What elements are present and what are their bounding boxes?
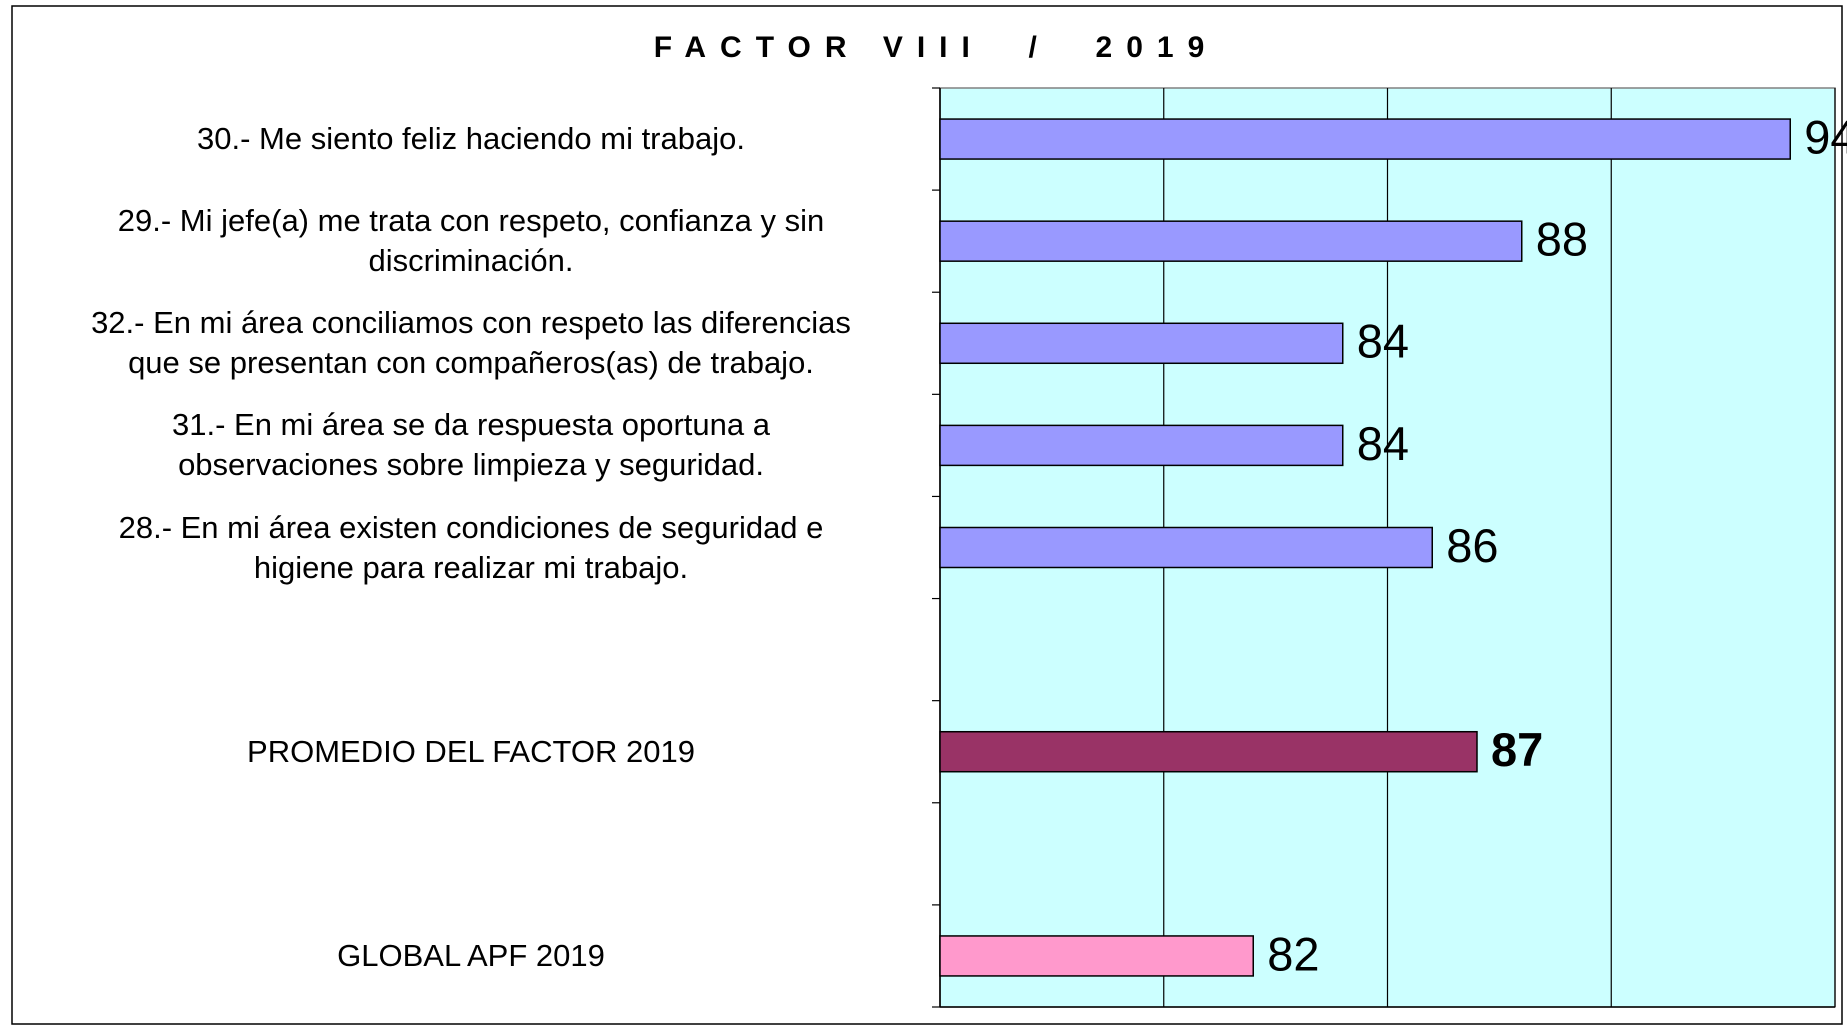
y-tick-label: 30.- Me siento feliz haciendo mi trabajo…	[197, 121, 745, 157]
value-label: 86	[1446, 519, 1498, 572]
y-tick-label: 29.- Mi jefe(a) me trata con respeto, co…	[117, 203, 825, 279]
bar	[939, 424, 1344, 467]
bar	[939, 322, 1344, 365]
chart-title: FACTOR VIII / 2019	[654, 31, 1219, 64]
value-label: 87	[1491, 723, 1543, 776]
value-label: 88	[1536, 213, 1588, 266]
bar	[939, 935, 1254, 977]
chart-frame	[11, 5, 1843, 1025]
y-tick-label: 32.- En mi área conciliamos con respeto …	[91, 305, 851, 381]
bar	[939, 118, 1791, 160]
y-tick-label: PROMEDIO DEL FACTOR 2019	[247, 733, 695, 769]
bar	[939, 526, 1433, 569]
value-label: 94	[1804, 110, 1847, 163]
bar	[939, 730, 1478, 773]
value-label: 82	[1267, 927, 1319, 980]
bar	[939, 220, 1523, 262]
value-label: 84	[1357, 315, 1409, 368]
value-label: 84	[1357, 417, 1409, 470]
y-tick-label: 28.- En mi área existen condiciones de s…	[118, 509, 824, 585]
y-tick-label: GLOBAL APF 2019	[337, 937, 605, 973]
y-tick-label: 31.- En mi área se da respuesta oportuna…	[172, 407, 770, 483]
